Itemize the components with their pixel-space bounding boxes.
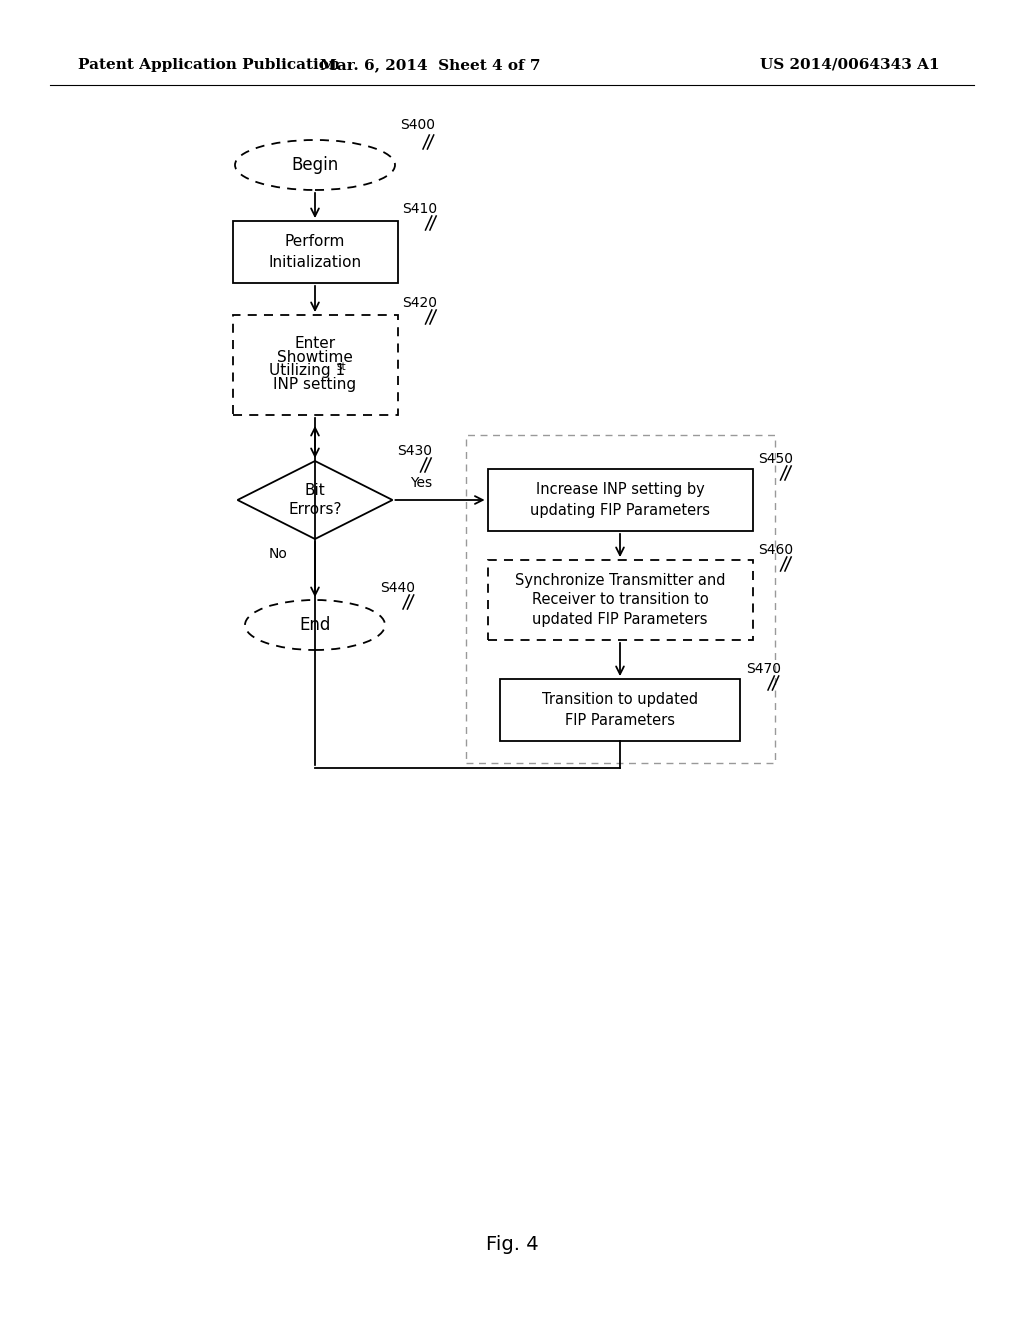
Bar [232, 220, 397, 282]
Text: Bit
Errors?: Bit Errors? [288, 483, 342, 517]
Text: Showtime: Showtime [278, 350, 353, 364]
Text: Mar. 6, 2014  Sheet 4 of 7: Mar. 6, 2014 Sheet 4 of 7 [319, 58, 541, 73]
Text: No: No [268, 546, 287, 561]
Text: S400: S400 [400, 117, 435, 132]
Bar [487, 469, 753, 531]
Text: S470: S470 [746, 663, 781, 676]
Text: Increase INP setting by
updating FIP Parameters: Increase INP setting by updating FIP Par… [530, 482, 710, 517]
Text: Fig. 4: Fig. 4 [485, 1236, 539, 1254]
Text: S430: S430 [397, 444, 432, 458]
Text: Perform
Initialization: Perform Initialization [268, 234, 361, 271]
Bar [500, 678, 740, 741]
Text: Transition to updated
FIP Parameters: Transition to updated FIP Parameters [542, 692, 698, 729]
Text: Utilizing 1: Utilizing 1 [269, 363, 345, 379]
Text: End: End [299, 616, 331, 634]
Text: Patent Application Publication: Patent Application Publication [78, 58, 340, 73]
Text: S410: S410 [402, 202, 437, 216]
Text: S450: S450 [759, 451, 794, 466]
Text: Yes: Yes [411, 477, 432, 490]
Bar [487, 560, 753, 640]
Text: S420: S420 [402, 296, 437, 310]
Text: S440: S440 [380, 581, 415, 595]
Ellipse shape [245, 601, 385, 649]
Bar [466, 436, 774, 763]
Text: S460: S460 [759, 543, 794, 557]
Ellipse shape [234, 140, 395, 190]
Text: Begin: Begin [292, 156, 339, 174]
Text: Enter: Enter [295, 335, 336, 351]
Text: INP setting: INP setting [273, 378, 356, 392]
Text: Synchronize Transmitter and
Receiver to transition to
updated FIP Parameters: Synchronize Transmitter and Receiver to … [515, 573, 725, 627]
Polygon shape [238, 461, 392, 539]
Text: st: st [336, 362, 346, 372]
Text: US 2014/0064343 A1: US 2014/0064343 A1 [760, 58, 940, 73]
Bar [232, 315, 397, 414]
